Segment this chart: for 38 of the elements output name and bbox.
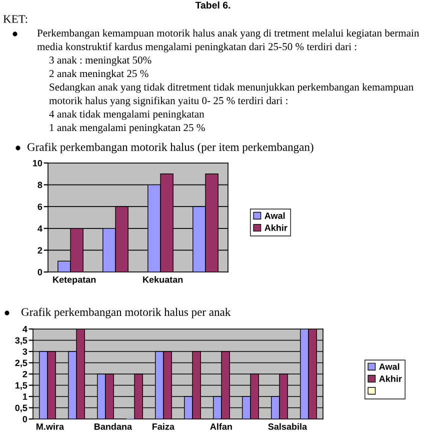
x-tick-label: Salsabila [268, 423, 308, 430]
y-tick-label: 6 [38, 204, 42, 210]
y-tick-label: 0,5 [15, 404, 28, 412]
y-tick-label: 0 [22, 416, 28, 422]
y-tick-label: 3,5 [15, 337, 28, 345]
y-tick-label: 1,5 [15, 382, 28, 390]
x-tick-label: Bandana [94, 423, 132, 430]
legend-label: Akhir [264, 224, 288, 231]
text: 1 anak mengalami peningkatan 25 % [50, 124, 205, 134]
y-tick-label: 2,5 [15, 360, 28, 368]
y-tick-label: 8 [38, 182, 42, 188]
text: KET: [3, 15, 28, 23]
legend-label: Awal [264, 212, 285, 219]
y-tick-label: 4 [38, 225, 42, 232]
legend-label: Akhir [379, 375, 402, 382]
x-tick-label: Kekuatan [143, 276, 183, 283]
x-tick-label: Faiza [152, 423, 175, 430]
y-tick-label: 2 [38, 247, 42, 254]
y-tick-label: 0 [38, 268, 42, 276]
legend-label: Awal [379, 363, 400, 370]
text: 3 anak : meningkat 50% [50, 56, 152, 66]
y-tick-label: 3 [22, 348, 28, 355]
text: media konstruktif kardus mengalami peningkatan dari 25-50 % terdiri dari : [37, 42, 356, 52]
y-tick-label: 2 [22, 370, 28, 378]
x-tick-label: Alfan [210, 423, 232, 430]
x-tick-label: M.wira [36, 423, 64, 430]
x-tick-label: Ketepatan [53, 276, 96, 285]
y-tick-label: 1 [22, 394, 28, 400]
chart-title: Grafik perkembangan motorik halus (per item perkembangan) [27, 142, 314, 154]
y-tick-label: 4 [22, 326, 28, 332]
text: motorik halus yang signifikan yaitu 0- 25 % terdiri dari : [49, 96, 288, 106]
y-tick-label: 10 [32, 160, 42, 166]
text: 2 anak meningkat 25 % [49, 70, 148, 80]
chart-title: Grafik perkembangan motorik halus per anak [21, 308, 231, 318]
text: Perkembangan kemampuan motorik halus anak yang di tretment melalui kegiatan bermain [37, 29, 420, 39]
text: Sedangkan anak yang tidak ditretment tidak menunjukkan perkembangan kemampuan [50, 83, 414, 93]
text: Tabel 6. [195, 1, 230, 9]
text: 4 anak tidak mengalami peningkatan [49, 110, 204, 120]
